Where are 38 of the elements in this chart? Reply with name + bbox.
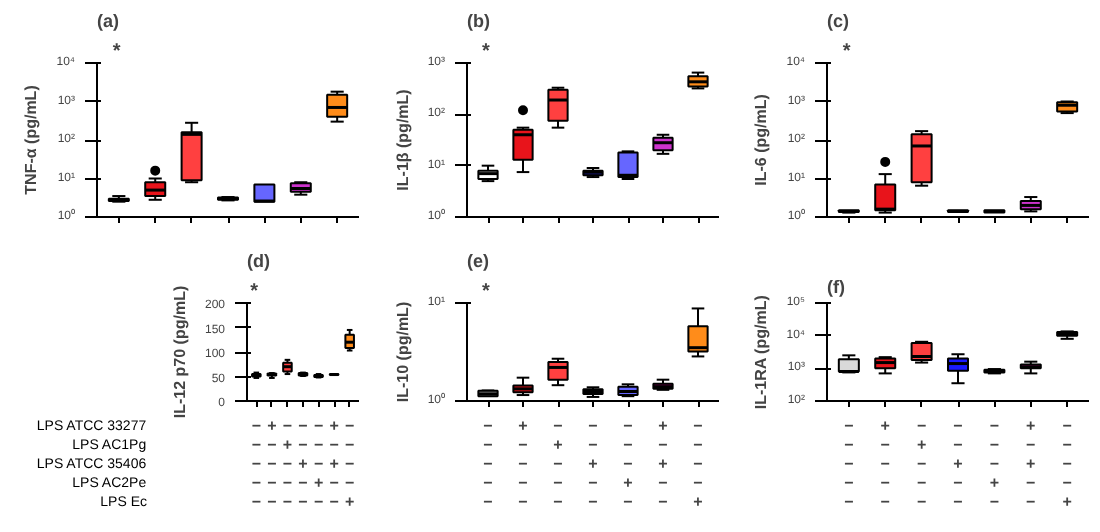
annotation: * — [842, 41, 851, 63]
x-tick-label: − − + − − — [588, 417, 599, 511]
y-axis-title: IL-1RA (pg/mL) — [752, 294, 771, 410]
y-axis-title: IL-10 (pg/mL) — [393, 301, 412, 403]
y-axis-title: IL-6 (pg/mL) — [752, 93, 771, 186]
chart-title: (f) — [827, 277, 845, 297]
y-axis-title: IL-12 p70 (pg/mL) — [170, 285, 189, 419]
x-tick-label: − − − + − — [989, 417, 1000, 511]
x-tick-label: − − − + − — [313, 417, 324, 511]
y-axis-title: TNF-α (pg/mL) — [22, 84, 41, 195]
x-tick-label: − + − − − — [916, 417, 927, 511]
x-tick-label: + − + − − — [329, 417, 340, 511]
annotation: * — [250, 281, 259, 303]
x-tick-label: + − − − − — [267, 417, 278, 511]
annotation: * — [112, 41, 121, 63]
text: * — [482, 41, 490, 63]
x-tick-label: − + − − − — [553, 417, 564, 511]
x-tick-label: − − + − − — [298, 417, 309, 511]
chart-title: (e) — [467, 251, 489, 271]
chart-title: (b) — [467, 11, 490, 31]
y-axis-title: IL-1β (pg/mL) — [393, 88, 412, 191]
x-tick-label: + − + − − — [1026, 417, 1037, 511]
chart-title: (d) — [247, 251, 270, 271]
x-tick-label: − − − − + — [1062, 417, 1073, 511]
x-tick-label: − − − − − — [483, 417, 494, 511]
x-tick-label: − + − − − — [282, 417, 293, 511]
chart-title: (a) — [97, 11, 119, 31]
x-tick-label: − − − − + — [693, 417, 704, 511]
x-tick-label: − − − − − — [844, 417, 855, 511]
x-tick-label: − − + − − — [953, 417, 964, 511]
x-tick-label: − − − + − — [623, 417, 634, 511]
chart-title: (c) — [827, 11, 849, 31]
x-tick-label: − − − − − — [251, 417, 262, 511]
x-tick-label: + − − − − — [518, 417, 529, 511]
annotation: * — [482, 281, 490, 303]
x-tick-label: + − − − − — [880, 417, 891, 511]
x-tick-label: + − + − − — [658, 417, 669, 511]
x-tick-label: − − − − + — [344, 417, 355, 511]
